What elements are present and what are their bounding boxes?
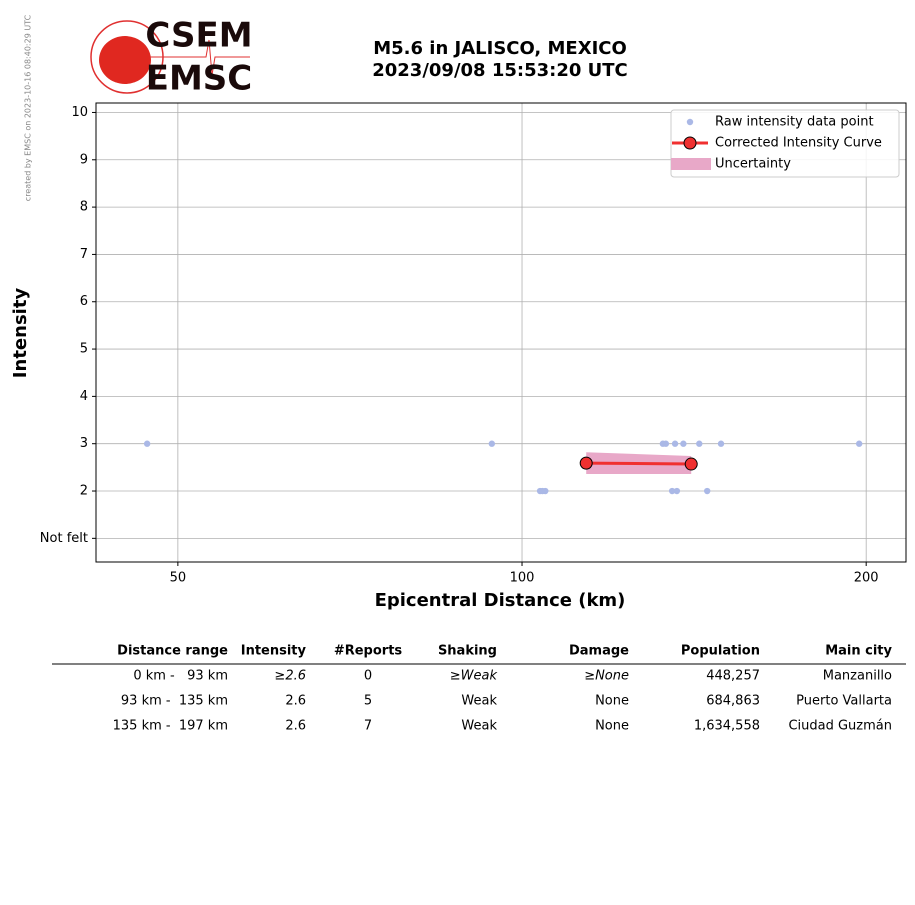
logo-map [99,36,151,84]
table-cell: None [595,694,629,709]
table-cell: None [595,719,629,734]
curve-point [684,457,698,471]
table-cell: Ciudad Guzmán [788,719,892,734]
x-tick-label: 50 [170,571,187,586]
logo-text: EMSC [146,59,253,99]
table-cell: 93 km - 135 km [121,694,228,709]
curve-point [579,456,593,470]
table-cell: Puerto Vallarta [796,694,892,709]
y-tick-label: Not felt [40,531,88,546]
y-tick-label: 2 [80,484,88,499]
logo: CSEM EMSC [90,16,253,99]
legend-label: Raw intensity data point [715,115,874,130]
data-point [671,440,679,447]
y-tick-label: 9 [80,152,88,167]
table-cell: ≥2.6 [274,669,306,684]
y-axis-label: Intensity [10,288,31,379]
y-tick-label: 10 [71,105,88,120]
table-cell: 2.6 [285,694,306,709]
table-cell: Manzanillo [823,669,892,684]
plot-frame [95,102,907,563]
x-tick-label: 100 [510,571,535,586]
legend-label: Corrected Intensity Curve [715,136,882,151]
table-cell: 0 [364,669,372,684]
legend-box [670,109,900,178]
chart-title: M5.6 in JALISCO, MEXICO [373,38,627,59]
table-cell: 2.6 [285,719,306,734]
y-tick-label: 6 [80,294,88,309]
x-axis-label: Epicentral Distance (km) [375,590,626,611]
data-point [717,440,725,447]
legend: Raw intensity data point Corrected Intens… [670,109,900,178]
y-tick-label: 7 [80,247,88,262]
table-cell: 135 km - 197 km [113,719,228,734]
curve [586,461,692,466]
legend-swatch [686,118,694,126]
table-header: Shaking [438,644,497,659]
data-point [488,440,496,447]
table-cell: 0 km - 93 km [133,669,228,684]
data-point [696,440,703,447]
table-header: Intensity [241,644,307,659]
table-cell: 448,257 [706,669,760,684]
table-header: Damage [569,644,629,659]
table-cell: 684,863 [706,694,760,709]
table-cell: ≥None [584,669,629,684]
table-cell: 7 [364,719,372,734]
table-header: Population [681,644,760,659]
table-header: Main city [825,644,892,659]
legend-label: Uncertainty [715,157,791,172]
chart-title: 2023/09/08 15:53:20 UTC [372,60,628,81]
y-tick-label: 5 [80,342,88,357]
data-point [542,487,549,495]
table-header: Distance range [117,644,228,659]
y-tick-label: 4 [80,389,88,404]
legend-swatch [671,158,711,170]
data-point [703,487,711,495]
y-tick-label: 8 [80,200,88,215]
credit: created by EMSC on 2023-10-16 08:40:29 U… [24,14,33,201]
table-header: #Reports [334,644,403,659]
data-point [143,440,151,447]
x-tick-label: 200 [854,571,879,586]
legend-swatch [683,136,697,150]
table-cell: 5 [364,694,372,709]
logo-wave [150,39,250,76]
logo-text: CSEM [145,16,252,56]
data-point [673,487,681,495]
y-tick-label: 3 [80,436,88,451]
table-cell: Weak [461,719,497,734]
data-point [680,440,687,447]
data-point [662,440,670,447]
table-cell: ≥Weak [450,669,498,684]
data-point [855,440,863,447]
table-cell: Weak [461,694,497,709]
table-cell: 1,634,558 [694,719,760,734]
data-point [668,487,676,495]
